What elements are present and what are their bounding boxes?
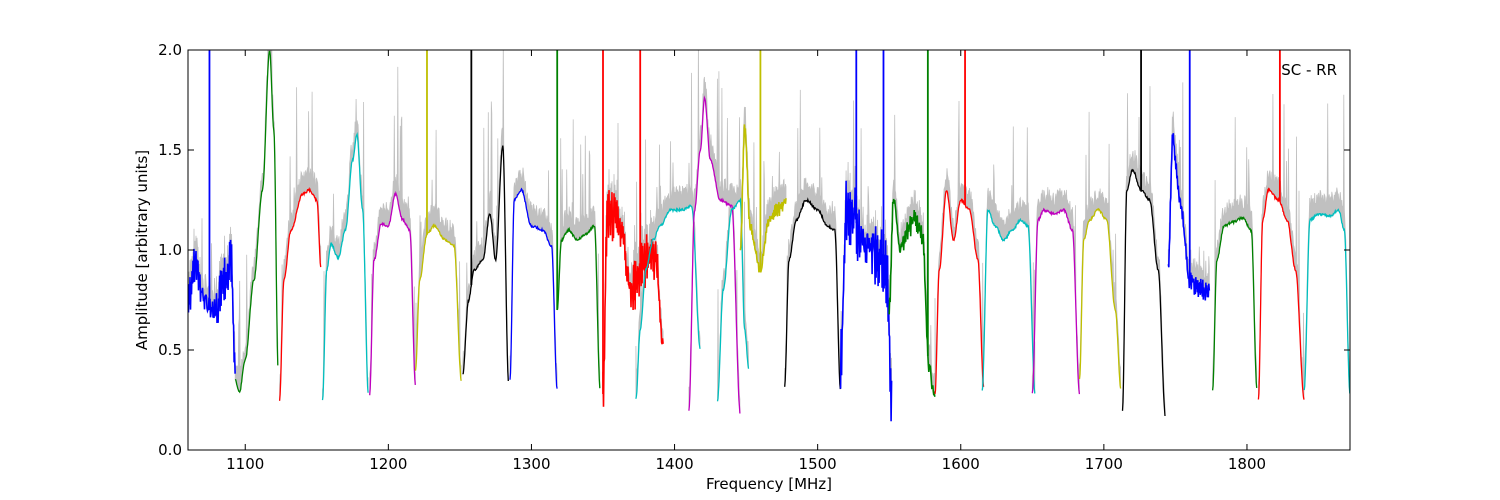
x-axis: 1100 1200 1300 1400 1500 1600 1700 1800 — [226, 50, 1266, 473]
series-band-21 — [1078, 207, 1122, 389]
series-band-8 — [509, 187, 558, 389]
series-band-6 — [414, 222, 462, 381]
series-band-25 — [1257, 187, 1305, 400]
series-band-13 — [716, 197, 750, 402]
y-axis-label: Amplitude [arbitrary units] — [133, 150, 151, 350]
series-band-24 — [1211, 215, 1258, 391]
series-band-18 — [934, 190, 985, 395]
series-band-26 — [1303, 208, 1350, 394]
series-band-15 — [784, 197, 841, 390]
series-band-23 — [1167, 133, 1211, 301]
x-tick-label: 1600 — [942, 455, 980, 473]
series-band-12 — [688, 95, 741, 414]
series-band-19 — [981, 209, 1036, 394]
series-band-2 — [234, 50, 279, 394]
series-band-5 — [369, 190, 416, 396]
x-tick-label: 1400 — [655, 455, 693, 473]
plot-background — [188, 50, 1350, 450]
series-band-11 — [635, 204, 701, 399]
x-tick-label: 1800 — [1228, 455, 1266, 473]
y-tick-label: 0.5 — [158, 341, 182, 359]
x-tick-label: 1200 — [369, 455, 407, 473]
series-band-20 — [1031, 207, 1081, 395]
x-tick-label: 1500 — [799, 455, 837, 473]
x-tick-label: 1300 — [512, 455, 550, 473]
series-band-10 — [602, 190, 664, 407]
y-tick-label: 0.0 — [158, 441, 182, 459]
series-band-4 — [321, 131, 369, 401]
y-tick-label: 1.5 — [158, 141, 182, 159]
y-tick-label: 2.0 — [158, 41, 182, 59]
series-band-9 — [556, 224, 601, 389]
series-band-1 — [188, 239, 236, 374]
x-tick-label: 1700 — [1085, 455, 1123, 473]
series-band-16 — [839, 180, 893, 422]
x-axis-label: Frequency [MHz] — [706, 475, 832, 493]
series-band-7 — [462, 145, 509, 382]
y-tick-label: 1.0 — [158, 241, 182, 259]
series-band-3 — [278, 186, 322, 401]
chart-annotation: SC - RR — [1281, 61, 1337, 79]
x-tick-label: 1100 — [226, 455, 264, 473]
series-band-14 — [739, 124, 787, 273]
y-axis: 0.0 0.5 1.0 1.5 2.0 — [158, 41, 1350, 459]
series-layer — [188, 50, 1350, 422]
series-band-22 — [1121, 168, 1166, 417]
